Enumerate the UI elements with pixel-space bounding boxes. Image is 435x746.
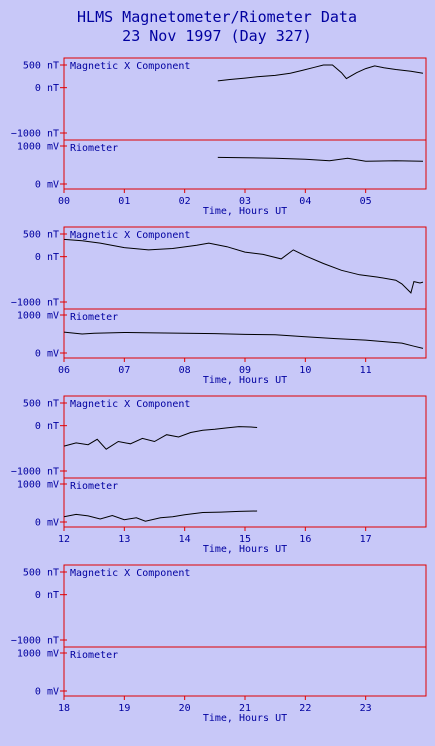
- subplot-title: Magnetic X Component: [70, 399, 190, 410]
- x-tick-label: 00: [58, 196, 70, 207]
- subplot-title: Magnetic X Component: [70, 230, 190, 241]
- subplot-magnetic-2: Magnetic X Component 500 nT 0 nT −1000 nT: [11, 226, 427, 310]
- x-tick-label: 18: [58, 703, 70, 714]
- x-tick-label: 14: [179, 534, 191, 545]
- subplot-riometer-4: Riometer 1000 mV 0 mV 18 19 20 21 22 23 Time, Hou…: [17, 646, 427, 724]
- plot-frame: [63, 477, 427, 528]
- y-tick-label: 0 mV: [35, 349, 59, 360]
- y-tick-label: 0 nT: [35, 252, 59, 263]
- subplot-riometer-3: Riometer 1000 mV 0 mV 12 13 14 15 16 17 Time, Hou…: [17, 477, 427, 555]
- x-tick-label: 10: [299, 365, 311, 376]
- x-tick-label: 08: [179, 365, 191, 376]
- subplot-title: Riometer: [70, 143, 118, 154]
- subplot-magnetic-4: Magnetic X Component 500 nT 0 nT −1000 nT: [11, 564, 427, 648]
- plot-frame: [63, 308, 427, 359]
- y-tick-label: 1000 mV: [17, 649, 59, 660]
- y-tick-label: 0 mV: [35, 518, 59, 529]
- y-tick-label: −1000 nT: [11, 636, 59, 647]
- x-tick-label: 11: [360, 365, 372, 376]
- data-trace: [63, 426, 258, 450]
- x-tick-label: 23: [360, 703, 372, 714]
- y-tick-label: −1000 nT: [11, 129, 59, 140]
- x-axis-label: Time, Hours UT: [203, 544, 287, 555]
- x-tick-label: 01: [118, 196, 130, 207]
- y-tick-label: 0 mV: [35, 687, 59, 698]
- x-axis-label: Time, Hours UT: [203, 375, 287, 386]
- subplot-title: Magnetic X Component: [70, 568, 190, 579]
- page-subtitle: 23 Nov 1997 (Day 327): [122, 27, 312, 45]
- data-trace: [63, 331, 424, 349]
- data-trace: [217, 156, 424, 162]
- subplot-title: Riometer: [70, 650, 118, 661]
- y-tick-label: 500 nT: [23, 230, 59, 241]
- plot-frame: [63, 139, 427, 190]
- y-tick-label: −1000 nT: [11, 467, 59, 478]
- y-tick-label: 1000 mV: [17, 480, 59, 491]
- x-tick-label: 04: [299, 196, 311, 207]
- y-tick-label: 0 nT: [35, 83, 59, 94]
- subplot-title: Riometer: [70, 312, 118, 323]
- x-tick-label: 09: [239, 365, 251, 376]
- x-tick-label: 19: [118, 703, 130, 714]
- data-trace: [217, 64, 424, 82]
- x-tick-label: 13: [118, 534, 130, 545]
- x-axis-label: Time, Hours UT: [203, 206, 287, 217]
- x-tick-label: 15: [239, 534, 251, 545]
- x-tick-label: 16: [299, 534, 311, 545]
- y-tick-label: 1000 mV: [17, 311, 59, 322]
- y-tick-label: 0 mV: [35, 180, 59, 191]
- subplot-riometer-2: Riometer 1000 mV 0 mV 06 07 08 09 10 11 Time, Hou…: [17, 308, 427, 386]
- x-axis-label: Time, Hours UT: [203, 713, 287, 724]
- plot-frame: [63, 646, 427, 697]
- data-trace: [63, 510, 258, 522]
- y-tick-label: 0 nT: [35, 590, 59, 601]
- y-tick-label: 1000 mV: [17, 142, 59, 153]
- x-tick-label: 03: [239, 196, 251, 207]
- subplot-title: Magnetic X Component: [70, 61, 190, 72]
- y-tick-label: 0 nT: [35, 421, 59, 432]
- page-title: HLMS Magnetometer/Riometer Data: [77, 8, 357, 26]
- subplot-title: Riometer: [70, 481, 118, 492]
- x-tick-label: 20: [179, 703, 191, 714]
- x-tick-label: 21: [239, 703, 251, 714]
- subplot-magnetic-1: Magnetic X Component 500 nT 0 nT −1000 nT: [11, 57, 427, 141]
- y-tick-label: 500 nT: [23, 61, 59, 72]
- y-tick-label: 500 nT: [23, 568, 59, 579]
- x-tick-label: 07: [118, 365, 130, 376]
- x-tick-label: 17: [360, 534, 372, 545]
- x-tick-label: 02: [179, 196, 191, 207]
- x-tick-label: 12: [58, 534, 70, 545]
- subplot-riometer-1: Riometer 1000 mV 0 mV 00 01 02 03 04 05 Time, Hou…: [17, 139, 427, 217]
- x-tick-label: 05: [360, 196, 372, 207]
- subplot-magnetic-3: Magnetic X Component 500 nT 0 nT −1000 nT: [11, 395, 427, 479]
- x-tick-label: 06: [58, 365, 70, 376]
- y-tick-label: −1000 nT: [11, 298, 59, 309]
- x-tick-label: 22: [299, 703, 311, 714]
- y-tick-label: 500 nT: [23, 399, 59, 410]
- data-trace: [63, 238, 424, 294]
